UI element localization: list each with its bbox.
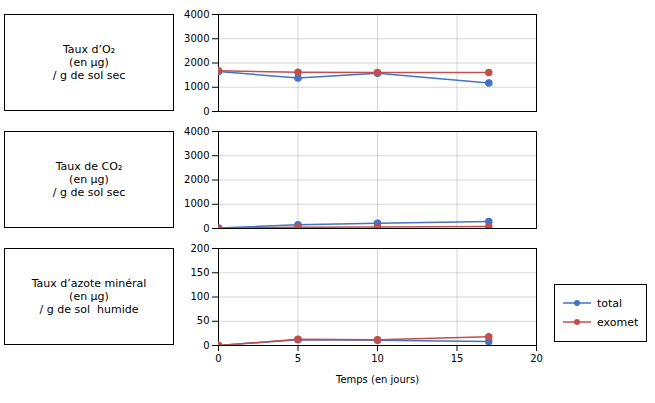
svg-text:Temps (en jours): Temps (en jours) bbox=[335, 374, 419, 385]
svg-text:1000: 1000 bbox=[184, 198, 209, 209]
svg-text:3000: 3000 bbox=[184, 150, 209, 161]
svg-text:4000: 4000 bbox=[184, 9, 209, 20]
svg-text:100: 100 bbox=[190, 291, 209, 302]
svg-text:10: 10 bbox=[371, 353, 384, 364]
svg-text:5: 5 bbox=[295, 353, 301, 364]
svg-text:150: 150 bbox=[190, 267, 209, 278]
svg-text:2000: 2000 bbox=[184, 174, 209, 185]
html-text:Taux de CO₂ (en µg) / g de sol: Taux de CO₂ (en µg) / g de sol sec bbox=[52, 160, 126, 199]
svg-text:4000: 4000 bbox=[184, 126, 209, 137]
html-text:exomet: exomet bbox=[597, 315, 639, 329]
svg-text:15: 15 bbox=[451, 353, 464, 364]
svg-text:2000: 2000 bbox=[184, 57, 209, 68]
svg-text:3000: 3000 bbox=[184, 33, 209, 44]
html-text:Taux d’azote minéral (en µg) /: Taux d’azote minéral (en µg) / g de sol … bbox=[31, 277, 147, 316]
svg-text:200: 200 bbox=[190, 243, 209, 254]
svg-text:50: 50 bbox=[197, 315, 210, 326]
svg-text:1000: 1000 bbox=[184, 81, 209, 92]
html-text:total: total bbox=[597, 296, 623, 310]
svg-text:20: 20 bbox=[530, 353, 543, 364]
html-text:Taux d’O₂ (en µg) / g de sol s: Taux d’O₂ (en µg) / g de sol sec bbox=[52, 43, 126, 82]
svg-text:0: 0 bbox=[203, 340, 209, 351]
svg-text:0: 0 bbox=[203, 223, 209, 234]
svg-text:0: 0 bbox=[203, 106, 209, 117]
svg-text:0: 0 bbox=[215, 353, 221, 364]
